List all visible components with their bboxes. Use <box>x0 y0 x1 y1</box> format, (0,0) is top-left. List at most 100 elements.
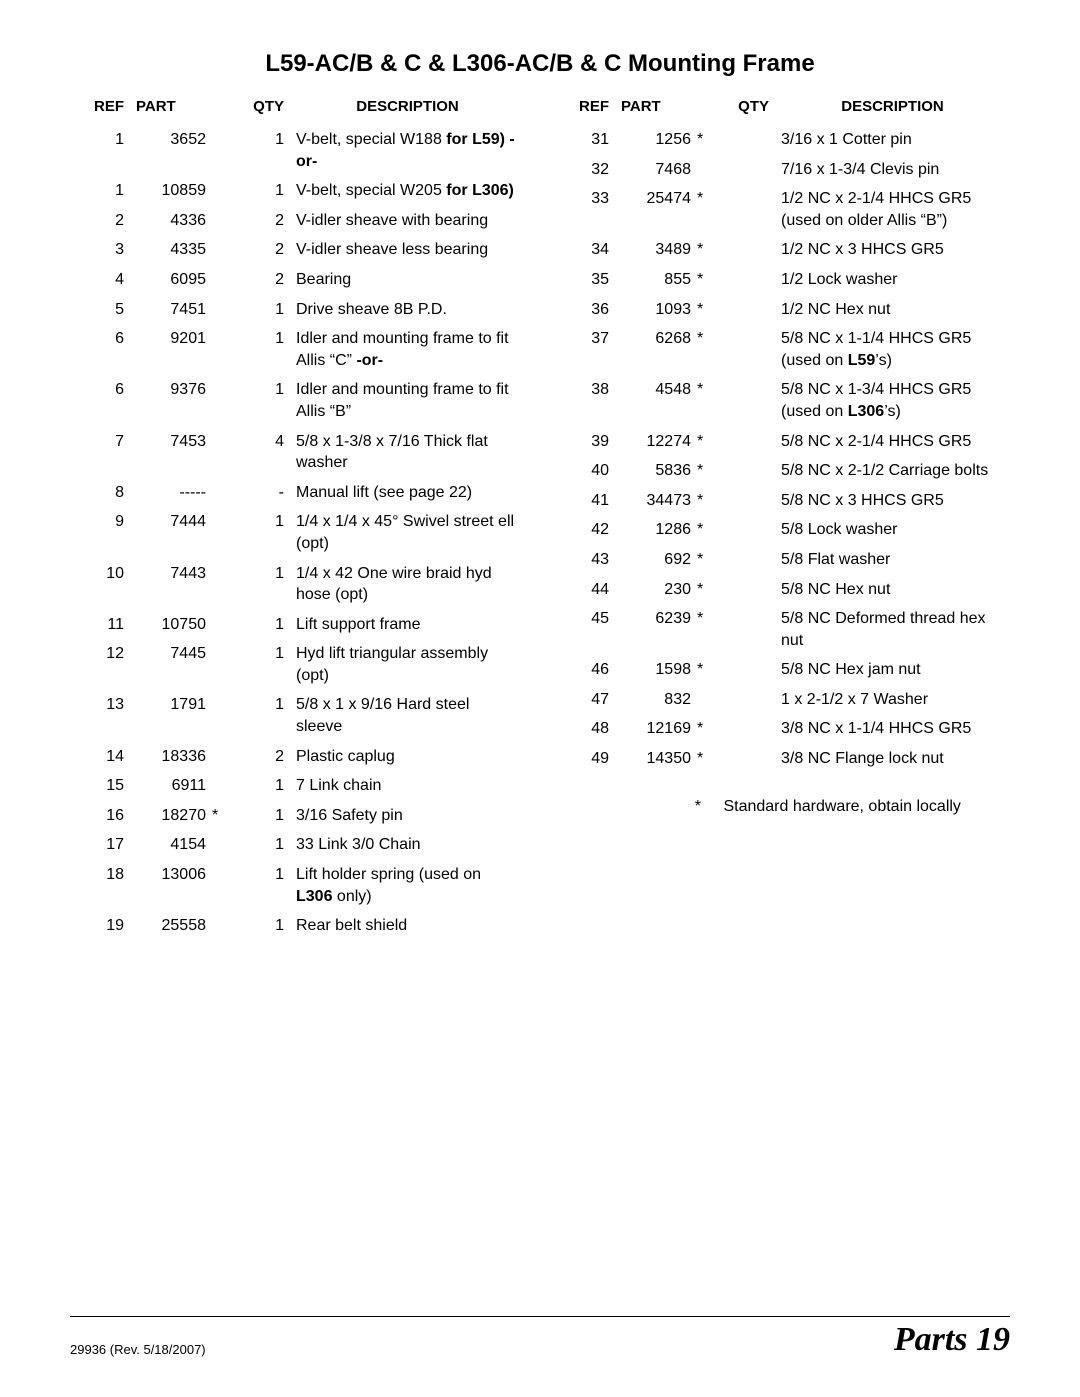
cell-ref: 39 <box>555 427 615 457</box>
cell-ref: 1 <box>70 125 130 176</box>
cell-part: 1598 <box>615 655 697 685</box>
cell-star: * <box>697 744 723 774</box>
cell-desc: 5/8 x 1-3/8 x 7/16 Thick flat washer <box>290 427 525 478</box>
cell-desc: Bearing <box>290 265 525 295</box>
parts-table-right: REF PART QTY DESCRIPTION 311256*3/16 x 1… <box>555 94 1010 774</box>
cell-part: 7468 <box>615 155 697 185</box>
cell-ref: 7 <box>70 427 130 478</box>
col-ref: REF <box>555 94 615 125</box>
table-row: 361093*1/2 NC Hex nut <box>555 295 1010 325</box>
cell-desc: 5/8 NC Deformed thread hex nut <box>775 604 1010 655</box>
cell-star <box>212 742 238 772</box>
cell-qty: 1 <box>238 610 290 640</box>
cell-star: * <box>697 235 723 265</box>
table-row: 478321 x 2-1/2 x 7 Washer <box>555 685 1010 715</box>
cell-star <box>212 206 238 236</box>
footnote: * Standard hardware, obtain locally <box>555 798 1010 816</box>
cell-qty <box>723 427 775 457</box>
cell-desc: Manual lift (see page 22) <box>290 478 525 508</box>
cell-qty <box>723 655 775 685</box>
cell-part: 4154 <box>130 830 212 860</box>
cell-ref: 36 <box>555 295 615 325</box>
cell-desc: 5/8 x 1 x 9/16 Hard steel sleeve <box>290 690 525 741</box>
cell-star <box>212 176 238 206</box>
cell-star: * <box>697 714 723 744</box>
cell-qty <box>723 375 775 426</box>
cell-star: * <box>697 545 723 575</box>
cell-star: * <box>697 486 723 516</box>
cell-desc: 7/16 x 1-3/4 Clevis pin <box>775 155 1010 185</box>
cell-qty <box>723 486 775 516</box>
cell-part: 4548 <box>615 375 697 426</box>
cell-part: 3652 <box>130 125 212 176</box>
cell-desc: 5/8 Lock washer <box>775 515 1010 545</box>
cell-ref: 15 <box>70 771 130 801</box>
table-row: 376268*5/8 NC x 1-1/4 HHCS GR5 (used on … <box>555 324 1010 375</box>
cell-desc: V-idler sheave less bearing <box>290 235 525 265</box>
footer-section-label: Parts <box>894 1321 968 1358</box>
page-title: L59-AC/B & C & L306-AC/B & C Mounting Fr… <box>70 50 1010 78</box>
table-row: 243362V-idler sheave with bearing <box>70 206 525 236</box>
table-row: 4134473*5/8 NC x 3 HHCS GR5 <box>555 486 1010 516</box>
cell-star <box>212 559 238 610</box>
cell-star: * <box>697 125 723 155</box>
table-row: 421286*5/8 Lock washer <box>555 515 1010 545</box>
cell-qty <box>723 125 775 155</box>
cell-qty: 1 <box>238 911 290 941</box>
cell-part: 6095 <box>130 265 212 295</box>
cell-part: 9376 <box>130 375 212 426</box>
table-row: 44230*5/8 NC Hex nut <box>555 575 1010 605</box>
cell-part: 1256 <box>615 125 697 155</box>
cell-star: * <box>697 375 723 426</box>
cell-star <box>212 235 238 265</box>
page-footer: 29936 (Rev. 5/18/2007) Parts 19 <box>70 1316 1010 1357</box>
cell-star: * <box>697 184 723 235</box>
cell-desc: Idler and mounting frame to fit Allis “B… <box>290 375 525 426</box>
cell-qty <box>723 155 775 185</box>
table-row: 18130061Lift holder spring (used on L306… <box>70 860 525 911</box>
cell-part: 18336 <box>130 742 212 772</box>
col-desc: DESCRIPTION <box>290 94 525 125</box>
left-column: REF PART QTY DESCRIPTION 136521V-belt, s… <box>70 94 525 941</box>
cell-desc: 1 x 2-1/2 x 7 Washer <box>775 685 1010 715</box>
table-row: 343489*1/2 NC x 3 HHCS GR5 <box>555 235 1010 265</box>
parts-table-left: REF PART QTY DESCRIPTION 136521V-belt, s… <box>70 94 525 941</box>
cell-ref: 10 <box>70 559 130 610</box>
cell-qty: 1 <box>238 176 290 206</box>
cell-ref: 33 <box>555 184 615 235</box>
cell-desc: 1/2 NC x 3 HHCS GR5 <box>775 235 1010 265</box>
cell-part: 855 <box>615 265 697 295</box>
cell-star: * <box>697 456 723 486</box>
cell-qty: 2 <box>238 206 290 236</box>
cell-star: * <box>697 295 723 325</box>
table-row: 456239*5/8 NC Deformed thread hex nut <box>555 604 1010 655</box>
table-row: 15691117 Link chain <box>70 771 525 801</box>
table-row: 11107501Lift support frame <box>70 610 525 640</box>
cell-ref: 1 <box>70 176 130 206</box>
cell-desc: Hyd lift triangular assembly (opt) <box>290 639 525 690</box>
cell-qty: 1 <box>238 559 290 610</box>
table-row: 8------Manual lift (see page 22) <box>70 478 525 508</box>
cell-qty <box>723 456 775 486</box>
cell-ref: 41 <box>555 486 615 516</box>
col-qty: QTY <box>723 94 775 125</box>
cell-desc: 5/8 NC x 2-1/2 Carriage bolts <box>775 456 1010 486</box>
table-row: 574511Drive sheave 8B P.D. <box>70 295 525 325</box>
col-part: PART <box>615 94 697 125</box>
cell-desc: Lift support frame <box>290 610 525 640</box>
cell-part: 7453 <box>130 427 212 478</box>
cell-ref: 3 <box>70 235 130 265</box>
cell-desc: V-belt, special W205 for L306) <box>290 176 525 206</box>
table-row: 10744311/4 x 42 One wire braid hyd hose … <box>70 559 525 610</box>
cell-desc: Rear belt shield <box>290 911 525 941</box>
cell-desc: 3/16 Safety pin <box>290 801 525 831</box>
cell-qty <box>723 575 775 605</box>
cell-qty: 4 <box>238 427 290 478</box>
table-row: 343352V-idler sheave less bearing <box>70 235 525 265</box>
cell-desc: 1/2 NC x 2-1/4 HHCS GR5 (used on older A… <box>775 184 1010 235</box>
cell-part: 6911 <box>130 771 212 801</box>
cell-star: * <box>697 324 723 375</box>
cell-star <box>212 771 238 801</box>
cell-ref: 14 <box>70 742 130 772</box>
cell-star: * <box>697 655 723 685</box>
